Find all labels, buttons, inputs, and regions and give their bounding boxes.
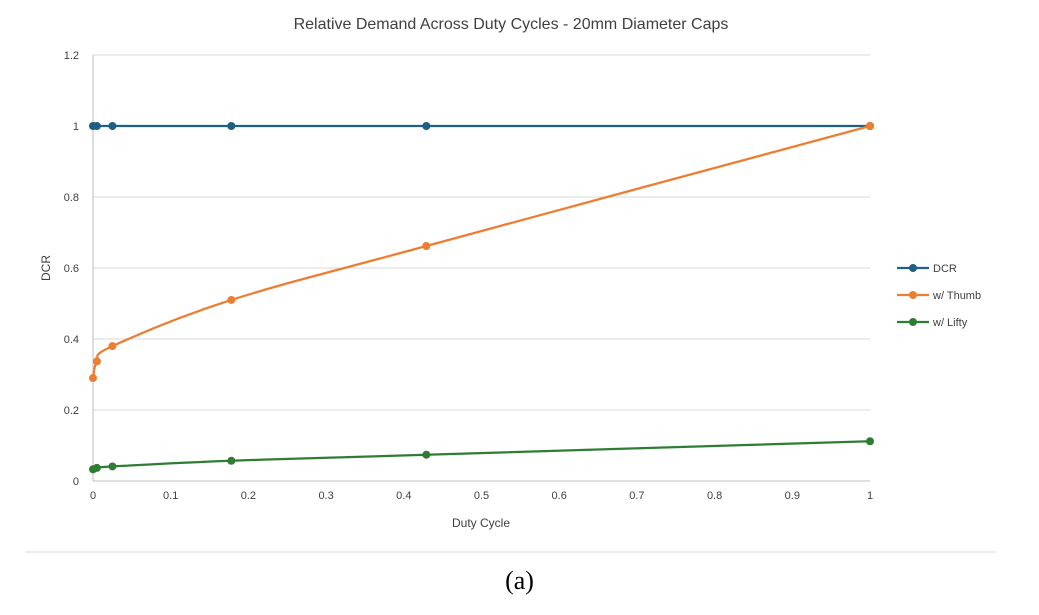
x-tick-label: 0.8 [707, 490, 722, 502]
data-point-w-lifty-1 [92, 463, 101, 472]
legend-label: DCR [933, 263, 957, 275]
x-tick-label: 0.9 [785, 490, 800, 502]
legend-item-w-lifty: w/ Lifty [897, 317, 968, 329]
chart-title: Relative Demand Across Duty Cycles - 20m… [294, 16, 729, 33]
y-axis-ticks: 0 0.2 0.4 0.6 0.8 1 1.2 [64, 50, 79, 488]
series-w-lifty [89, 437, 874, 474]
x-axis-ticks: 0 0.1 0.2 0.3 0.4 0.5 0.6 0.7 0.8 0.9 1 [90, 490, 873, 502]
data-point-dcr-4 [422, 122, 431, 130]
legend-swatch-marker [909, 264, 917, 272]
y-tick-label: 0.6 [64, 263, 79, 275]
x-tick-label: 0.6 [552, 490, 567, 502]
data-point-w-lifty-2 [108, 462, 117, 471]
legend-label: w/ Thumb [932, 290, 981, 302]
legend: DCR w/ Thumb w/ Lifty [897, 263, 981, 329]
data-point-dcr-3 [227, 122, 236, 130]
x-tick-label: 0.2 [241, 490, 256, 502]
data-point-w-lifty-5 [866, 437, 874, 446]
y-tick-label: 0 [73, 476, 79, 488]
x-tick-label: 0.3 [318, 490, 333, 502]
data-point-w-thumb-0 [89, 374, 97, 383]
series-line-w-lifty [92, 440, 871, 471]
series-group [89, 122, 874, 474]
y-tick-label: 0.2 [64, 405, 79, 417]
data-point-w-thumb-3 [227, 295, 236, 304]
data-point-w-thumb-5 [866, 122, 874, 130]
legend-item-w-thumb: w/ Thumb [897, 290, 981, 302]
y-tick-label: 1.2 [64, 50, 79, 62]
data-point-dcr-1 [92, 122, 101, 130]
y-tick-label: 1 [73, 121, 79, 133]
data-point-w-thumb-1 [92, 357, 101, 366]
y-tick-label: 0.4 [64, 334, 79, 346]
legend-swatch-marker [909, 291, 917, 299]
data-point-w-lifty-3 [227, 456, 236, 465]
series-line-w-thumb [91, 124, 871, 379]
x-axis-label: Duty Cycle [452, 516, 510, 530]
x-tick-label: 0.4 [396, 490, 411, 502]
data-point-dcr-2 [108, 122, 117, 130]
series-dcr [89, 122, 874, 130]
x-tick-label: 0.1 [163, 490, 178, 502]
gridlines [93, 54, 870, 411]
data-point-w-thumb-2 [108, 342, 117, 351]
figure-caption: (a) [505, 566, 534, 595]
x-tick-label: 1 [867, 490, 873, 502]
data-point-w-lifty-4 [422, 450, 431, 459]
x-tick-label: 0 [90, 490, 96, 502]
x-tick-label: 0.5 [474, 490, 489, 502]
data-point-w-thumb-4 [422, 241, 431, 250]
x-tick-label: 0.7 [629, 490, 644, 502]
legend-label: w/ Lifty [932, 317, 968, 329]
legend-item-dcr: DCR [897, 263, 957, 275]
y-axis-label: DCR [39, 255, 53, 281]
series-w-thumb [89, 122, 874, 383]
y-tick-label: 0.8 [64, 192, 79, 204]
legend-swatch-marker [909, 318, 917, 326]
